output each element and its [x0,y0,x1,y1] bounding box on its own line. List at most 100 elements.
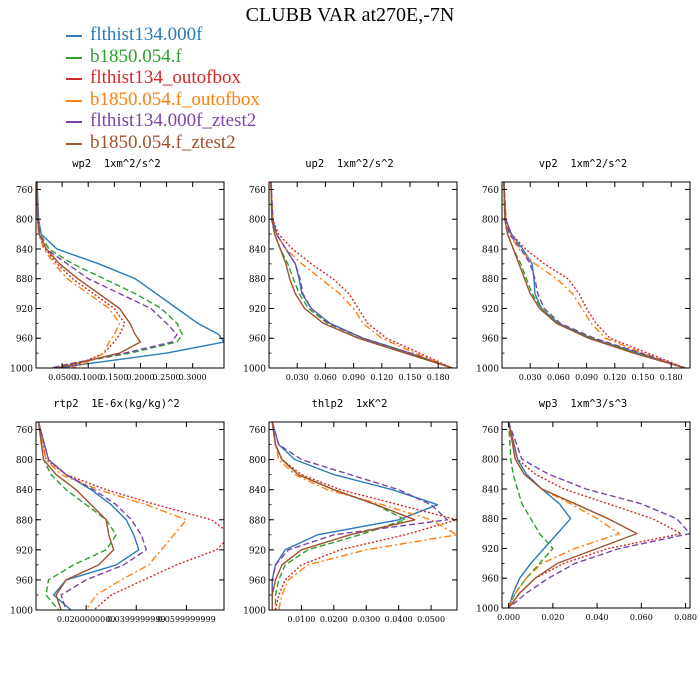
panel-title: thlp2 1xK^2 [311,398,388,410]
series-line [507,422,620,608]
y-tick-label: 920 [482,305,499,315]
figure-title: CLUBB VAR at270E,-7N [245,4,455,26]
legend-entry: flthist134.000f [66,24,386,48]
x-tick-label: 0.060 [547,373,570,382]
y-tick-label: 920 [249,305,266,315]
series-group [270,182,453,368]
x-tick-label: 0.0300 [352,615,380,624]
x-tick-label: 0.0200000000 [57,615,116,624]
x-tick-label: 0.180 [660,373,683,382]
plot-frame [501,421,691,609]
series-line [37,422,148,610]
plot-svg: 760 800 840 880 920 960 1000 0.030 0.060 0.090 0.1… [243,181,458,382]
y-tick-label: 760 [482,186,499,196]
legend-entry: flthist134.000f_ztest2 [66,110,386,134]
x-tick-label: 0.0400 [385,615,413,624]
y-tick-label: 880 [249,275,266,285]
plot-frame [501,181,691,369]
series-line [271,422,457,610]
legend-label: flthist134.000f [90,24,203,45]
x-tick-label: 0.060 [630,613,653,622]
panel-vp2: vp2 1xm^2/s^2 760 800 840 880 920 960 1000 0.03… [466,158,700,388]
x-tick-label: 0.000 [497,613,520,622]
y-tick-label: 1000 [476,365,499,375]
series-line [37,422,224,610]
x-tick-label: 0.080 [674,613,697,622]
legend-entry: b1850.054.f_ztest2 [66,132,386,156]
y-tick-label: 880 [16,516,33,526]
y-tick-label: 1000 [10,365,33,375]
x-tick-label: 0.3000 [179,373,207,382]
legend-swatch [66,56,82,59]
series-group [507,422,690,608]
y-tick-label: 960 [249,576,266,586]
legend-label: flthist134_outofbox [90,67,241,88]
series-group [503,182,686,368]
series-line [36,182,121,368]
y-tick-label: 1000 [243,365,266,375]
x-tick-label: 0.090 [342,373,365,382]
series-line [36,182,126,368]
series-group [36,182,224,368]
y-tick-label: 840 [16,486,33,496]
y-tick-label: 880 [249,516,266,526]
y-tick-label: 960 [482,575,499,585]
x-tick-label: 0.150 [399,373,422,382]
x-tick-label: 0.120 [603,373,626,382]
series-group [271,422,457,610]
series-line [271,422,439,610]
y-tick-label: 880 [482,275,499,285]
y-tick-label: 760 [482,426,499,436]
series-line [37,422,188,610]
y-tick-label: 960 [16,576,33,586]
series-line [36,182,178,368]
panel-title: up2 1xm^2/s^2 [305,158,394,170]
y-tick-label: 760 [249,186,266,196]
legend-label: b1850.054.f [90,45,182,67]
x-tick-label: 0.040 [586,613,609,622]
series-line [36,182,183,368]
series-line [271,422,406,610]
x-tick-label: 0.0100 [287,615,315,624]
series-line [270,182,453,368]
legend-entry: b1850.054.f [66,45,386,70]
x-tick-label: 0.2500 [153,373,181,382]
x-tick-label: 0.1500 [100,373,128,382]
plot-svg: 760 800 840 880 920 960 1000 0.030 0.060 0.090 0.1… [476,181,691,382]
legend-swatch [66,121,82,123]
series-line [271,422,416,610]
y-tick-label: 960 [482,335,499,345]
y-tick-label: 840 [482,485,499,495]
plot-frame [35,181,225,369]
series-line [507,422,572,608]
panel-up2: up2 1xm^2/s^2 760 800 840 880 920 960 1000 0.03… [233,158,466,388]
y-tick-label: 760 [249,426,266,436]
panel-title: wp2 1xm^2/s^2 [72,158,161,170]
y-tick-label: 1000 [10,607,33,617]
x-tick-label: 0.150 [632,373,655,382]
y-tick-label: 800 [482,216,499,226]
series-line [37,422,140,610]
series-line [271,422,457,610]
y-tick-label: 920 [16,305,33,315]
series-line [503,182,686,368]
series-line [507,422,690,608]
series-line [36,182,142,368]
x-tick-label: 0.0500 [48,373,76,382]
series-group [37,422,224,610]
plot-svg: 760 800 840 880 920 960 1000 0.05000.10000.1500… [10,181,225,382]
y-tick-label: 960 [16,335,33,345]
y-tick-label: 880 [482,515,499,525]
x-tick-label: 0.1000 [74,373,102,382]
y-tick-label: 760 [16,186,33,196]
y-tick-label: 840 [16,245,33,255]
y-tick-label: 800 [16,456,33,466]
x-tick-label: 0.0200 [320,615,348,624]
y-tick-label: 880 [16,275,33,285]
legend-swatch [66,99,82,102]
panel-wp2: wp2 1xm^2/s^2 760 800 840 880 920 960 1000 0.05… [0,158,233,388]
y-tick-label: 800 [16,216,33,226]
series-line [507,422,638,608]
